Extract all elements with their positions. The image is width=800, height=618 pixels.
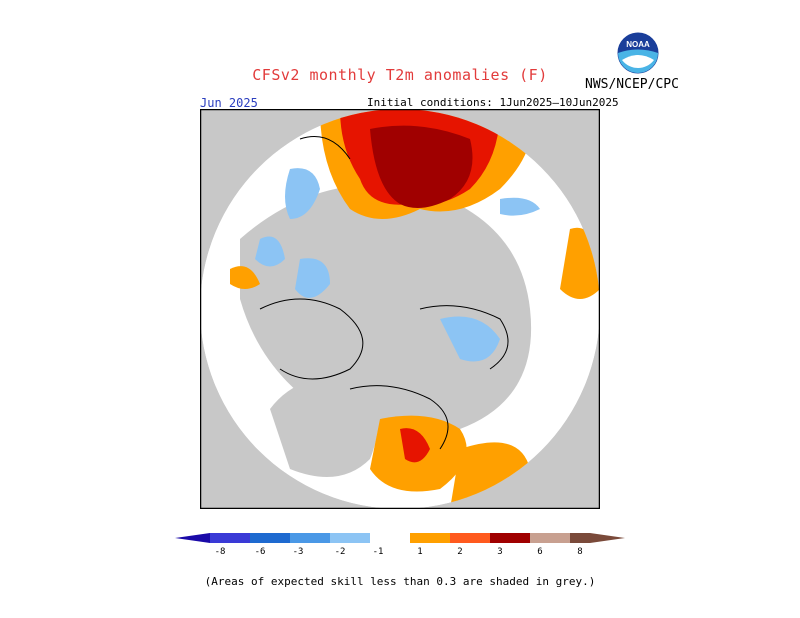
logo-text: NOAA	[626, 40, 650, 49]
initial-conditions: Initial conditions: 1Jun2025–10Jun2025	[367, 96, 619, 109]
legend-bin--3--2	[290, 533, 330, 543]
legend-tick: -2	[335, 547, 346, 557]
noaa-logo-icon: NOAA	[617, 32, 659, 74]
hemisphere-field	[200, 109, 600, 509]
legend-arrow-low	[175, 533, 210, 543]
legend-bin-1-2	[410, 533, 450, 543]
legend-tick: -8	[215, 547, 226, 557]
cool-anomaly-5	[255, 236, 285, 267]
legend-bin-6-8	[530, 533, 570, 543]
legend-bin--2--1	[330, 533, 370, 543]
legend-tick: 3	[497, 547, 502, 557]
cool-anomaly-2	[500, 197, 540, 216]
chart-title: CFSv2 monthly T2m anomalies (F)	[252, 66, 548, 84]
legend-tick: -3	[293, 547, 304, 557]
low-skill-region	[240, 184, 532, 436]
legend-bin--1-1	[370, 533, 410, 543]
warm-anomaly-canada-core	[400, 428, 430, 463]
map-frame	[200, 109, 600, 509]
cool-anomaly-4	[295, 258, 330, 298]
warm-anomaly-asia	[230, 266, 260, 289]
color-legend: -8 -6 -3 -2 -1 1 2 3 6 8	[175, 533, 625, 557]
legend-tick: -1	[373, 547, 384, 557]
low-skill-region-2	[270, 377, 378, 477]
polar-map	[200, 109, 600, 509]
legend-tick: 1	[417, 547, 422, 557]
legend-bin--6--3	[250, 533, 290, 543]
legend-bin-8plus	[570, 533, 590, 543]
cool-anomaly-1	[285, 168, 320, 219]
legend-tick: 2	[457, 547, 462, 557]
legend-tick: 8	[577, 547, 582, 557]
legend-bin--8--6	[210, 533, 250, 543]
warm-anomaly-6-8	[370, 125, 473, 208]
agency-label: NWS/NCEP/CPC	[585, 77, 679, 92]
cool-anomaly-3	[440, 316, 500, 362]
legend-tick: 6	[537, 547, 542, 557]
warm-anomaly-east	[450, 442, 530, 509]
legend-bin-2-3	[450, 533, 490, 543]
skill-note: (Areas of expected skill less than 0.3 a…	[204, 575, 596, 588]
legend-bin-3-6	[490, 533, 530, 543]
legend-tick: -6	[255, 547, 266, 557]
forecast-month: Jun 2025	[200, 96, 258, 110]
legend-arrow-high	[590, 533, 625, 543]
